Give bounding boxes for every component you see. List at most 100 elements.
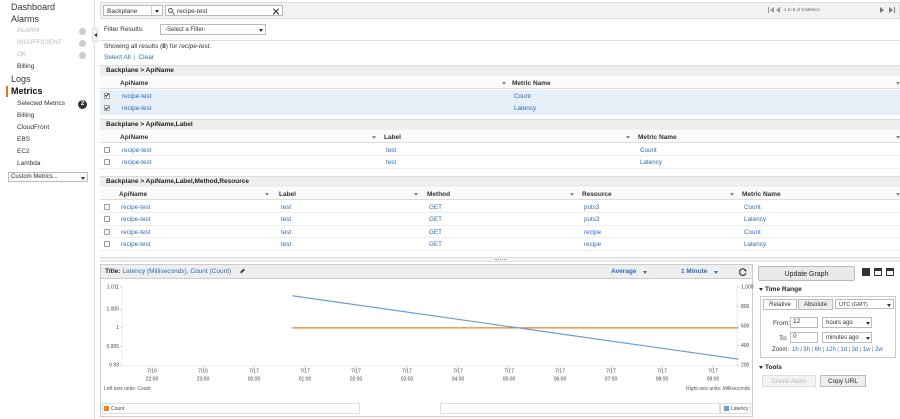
from-unit[interactable]: hours ago <box>822 317 872 328</box>
create-alarm-button[interactable]: Create Alarm <box>762 375 816 387</box>
table-cell[interactable]: Count <box>744 203 761 211</box>
table-cell[interactable]: recipe-test <box>121 228 151 236</box>
table-cell[interactable]: Latency <box>514 105 537 112</box>
statistic-select[interactable]: Average <box>611 267 637 275</box>
table-cell[interactable]: test <box>281 241 292 248</box>
table-cell[interactable]: Latency <box>640 159 663 166</box>
layout-icon[interactable] <box>862 268 870 276</box>
table-cell[interactable]: Latency <box>744 241 767 248</box>
table-cell[interactable]: test <box>281 203 292 211</box>
tab-relative[interactable]: Relative <box>763 299 797 310</box>
tools-heading[interactable]: Tools <box>765 363 782 371</box>
table-cell[interactable]: test <box>281 216 292 223</box>
table-cell[interactable]: test <box>281 228 292 236</box>
table-cell[interactable]: recipe-test <box>122 105 152 112</box>
table-cell[interactable]: recipe-test <box>122 159 152 166</box>
zoom-link[interactable]: 3d <box>851 347 859 353</box>
table-cell[interactable]: Count <box>640 146 657 154</box>
table-cell[interactable]: GET <box>429 203 442 211</box>
sidebar-item[interactable]: Dashboard <box>11 2 56 12</box>
layout-icon[interactable] <box>874 268 882 276</box>
sidebar-item[interactable]: Lambda <box>17 160 41 167</box>
graph-title-prefix: Title: <box>105 268 121 275</box>
sidebar-item[interactable]: Metrics <box>11 86 43 96</box>
checkbox[interactable] <box>104 146 110 153</box>
table-cell[interactable]: test <box>386 146 397 154</box>
copy-url-button[interactable]: Copy URL <box>820 375 866 387</box>
table-cell[interactable]: puts3 <box>584 216 600 223</box>
column-header[interactable]: Metric Name <box>742 190 781 198</box>
column-header[interactable]: Method <box>427 190 451 198</box>
filter-select[interactable]: -Select a Filter- <box>160 24 266 35</box>
zoom-link[interactable]: 1w <box>862 347 871 353</box>
timezone-select[interactable]: UTC (GMT) <box>835 299 894 309</box>
zoom-link[interactable]: 3h <box>803 347 810 353</box>
legend-label[interactable]: Count <box>111 405 125 412</box>
custom-metrics-select[interactable]: Custom Metrics... <box>8 172 88 182</box>
select-all[interactable]: Select All <box>104 54 131 61</box>
table-cell[interactable]: GET <box>429 228 442 236</box>
column-header[interactable]: ApiName <box>120 133 149 141</box>
graph-title[interactable]: Latency (Milliseconds), Count (Count) <box>122 268 232 275</box>
column-header[interactable]: Metric Name <box>638 133 677 141</box>
sidebar-item[interactable]: Alarms <box>11 14 40 24</box>
group-title: Backplane > ApiName,Label <box>106 121 193 128</box>
search-box[interactable]: recipe-test <box>165 5 283 16</box>
checkbox[interactable] <box>104 216 110 223</box>
sidebar-item[interactable]: EBS <box>17 136 31 143</box>
to-value[interactable]: 0 <box>790 332 818 343</box>
filter-divider <box>100 40 900 41</box>
table-cell[interactable]: test <box>386 159 397 166</box>
checkbox[interactable] <box>104 92 110 99</box>
clear[interactable]: Clear <box>138 54 154 61</box>
checkbox[interactable] <box>104 241 110 248</box>
zoom-link[interactable]: 6h <box>814 347 822 353</box>
table-cell[interactable]: GET <box>429 241 442 248</box>
table-cell[interactable]: Latency <box>744 216 767 223</box>
checkbox[interactable] <box>104 203 110 210</box>
table-cell[interactable]: recipe-test <box>122 92 152 100</box>
update-graph-button[interactable]: Update Graph <box>758 266 855 281</box>
table-cell[interactable]: recipe-test <box>121 241 151 248</box>
checkbox[interactable] <box>104 228 110 235</box>
sidebar-item[interactable]: Logs <box>11 74 31 84</box>
table-cell[interactable]: recipe <box>584 241 602 248</box>
sidebar-item[interactable]: Selected Metrics <box>17 100 66 107</box>
layout-icon[interactable] <box>886 268 894 276</box>
sidebar-item[interactable]: Billing <box>17 63 35 70</box>
table-cell[interactable]: puts3 <box>584 203 600 211</box>
sidebar-item[interactable]: INSUFFICIENT <box>17 39 62 46</box>
to-unit[interactable]: minutes ago <box>822 332 872 343</box>
checkbox[interactable] <box>104 105 110 112</box>
column-header[interactable]: Label <box>279 190 296 198</box>
column-header[interactable]: ApiName <box>119 190 148 198</box>
sidebar-item[interactable]: ALARM <box>17 27 40 34</box>
zoom-link[interactable]: 12h <box>825 347 836 353</box>
sidebar-item[interactable]: OK <box>17 51 27 58</box>
sidebar-item[interactable]: Billing <box>17 112 35 119</box>
table-cell[interactable]: recipe-test <box>122 146 152 154</box>
caret <box>896 82 900 85</box>
table-cell[interactable]: recipe-test <box>121 216 151 223</box>
time-range-heading[interactable]: Time Range <box>765 285 802 293</box>
checkbox[interactable] <box>104 159 110 166</box>
namespace-select[interactable]: Backplane <box>103 5 163 16</box>
zoom-link[interactable]: 1h <box>792 347 799 353</box>
table-cell[interactable]: recipe <box>584 228 602 236</box>
table-cell[interactable]: recipe-test <box>121 203 151 211</box>
zoom-link[interactable]: 1d <box>840 347 848 353</box>
sidebar-item[interactable]: EC2 <box>17 148 30 155</box>
period-select[interactable]: 1 Minute <box>681 267 708 275</box>
legend-label[interactable]: Latency <box>731 405 749 412</box>
column-header[interactable]: Metric Name <box>512 79 551 87</box>
column-header[interactable]: Label <box>384 133 401 141</box>
table-cell[interactable]: GET <box>429 216 442 223</box>
zoom-link[interactable]: 2w <box>875 347 883 353</box>
column-header[interactable]: ApiName <box>120 79 149 87</box>
from-value[interactable]: 12 <box>790 317 818 328</box>
table-cell[interactable]: Count <box>514 92 531 100</box>
sidebar-item[interactable]: CloudFront <box>17 124 50 131</box>
column-header[interactable]: Resource <box>582 190 612 198</box>
tab-absolute[interactable]: Absolute <box>798 299 833 310</box>
table-cell[interactable]: Count <box>744 228 761 236</box>
